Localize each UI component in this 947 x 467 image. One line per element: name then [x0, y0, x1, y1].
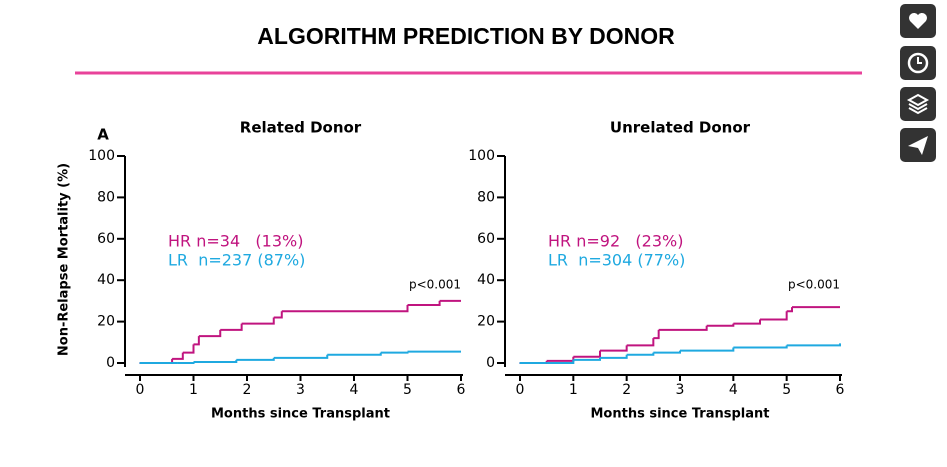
x-tick-label: 4 — [729, 382, 738, 398]
km-step — [193, 359, 238, 363]
x-tick-label: 3 — [296, 382, 305, 398]
km-step — [786, 307, 793, 313]
x-tick-label: 1 — [189, 382, 198, 398]
km-step — [760, 311, 788, 321]
x-tick-label: 5 — [782, 382, 791, 398]
km-step — [281, 305, 409, 313]
slide-title: ALGORITHM PREDICTION BY DONOR — [257, 23, 675, 49]
y-tick-label: 60 — [477, 231, 495, 247]
panel-label: A — [97, 126, 109, 144]
x-tick-label: 5 — [403, 382, 412, 398]
km-step — [658, 325, 708, 331]
km-step — [193, 336, 200, 346]
x-tick-label: 2 — [622, 382, 631, 398]
y-tick-label: 60 — [97, 231, 115, 247]
km-step — [177, 361, 195, 364]
km-step — [273, 354, 329, 359]
km-step — [327, 352, 382, 356]
km-step — [236, 357, 275, 361]
x-tick-label: 6 — [836, 382, 845, 398]
km-step — [220, 323, 243, 331]
x-tick-label: 2 — [243, 382, 252, 398]
km-step — [653, 329, 660, 340]
legend-entry: LR n=237 (87%) — [168, 251, 305, 270]
km-step — [786, 343, 841, 347]
y-tick-label: 0 — [486, 355, 495, 371]
share-button[interactable] — [900, 128, 936, 162]
x-tick-label: 6 — [457, 382, 466, 398]
layers-button[interactable] — [900, 87, 936, 121]
y-tick-label: 40 — [97, 272, 115, 288]
p-value: p<0.001 — [409, 278, 461, 292]
km-step — [680, 347, 735, 352]
y-tick-label: 80 — [97, 189, 115, 205]
km-step — [600, 345, 628, 352]
km-step — [198, 329, 222, 338]
chart: ALGORITHM PREDICTION BY DONOR A Related … — [57, 23, 862, 422]
like-button[interactable] — [900, 4, 936, 38]
x-tick-label: 0 — [136, 382, 145, 398]
km-step — [733, 319, 761, 325]
p-value: p<0.001 — [788, 278, 840, 292]
km-step — [733, 345, 788, 349]
watch-later-button[interactable] — [900, 46, 936, 80]
km-step — [546, 356, 575, 362]
legend-entry: HR n=34 (13%) — [168, 232, 303, 251]
x-axis-label: Months since Transplant — [211, 407, 390, 422]
km-step — [573, 350, 601, 358]
km-step — [407, 300, 441, 307]
km-step — [573, 357, 601, 361]
legend-entry: LR n=304 (77%) — [548, 251, 685, 270]
km-step — [546, 359, 575, 364]
chart-title: Unrelated Donor — [610, 119, 751, 137]
y-axis-label: Non-Relapse Mortality (%) — [57, 163, 72, 356]
km-step — [182, 344, 195, 354]
y-tick-label: 100 — [468, 148, 495, 164]
x-tick-label: 3 — [676, 382, 685, 398]
y-tick-label: 20 — [477, 314, 495, 330]
chart-title: Related Donor — [240, 119, 362, 137]
y-tick-label: 80 — [477, 189, 495, 205]
km-step — [241, 317, 275, 325]
legend-entry: HR n=92 (23%) — [548, 232, 683, 251]
km-step — [380, 351, 409, 354]
y-tick-label: 100 — [88, 148, 115, 164]
x-tick-label: 1 — [569, 382, 578, 398]
x-tick-label: 4 — [350, 382, 359, 398]
km-step — [600, 354, 628, 359]
km-step — [653, 350, 681, 354]
y-tick-label: 20 — [97, 314, 115, 330]
x-tick-label: 0 — [516, 382, 525, 398]
y-tick-label: 40 — [477, 272, 495, 288]
km-step — [273, 311, 283, 319]
y-tick-label: 0 — [106, 355, 115, 371]
km-step — [172, 352, 184, 360]
x-axis-label: Months since Transplant — [591, 407, 770, 422]
km-step — [626, 352, 655, 356]
km-step — [706, 323, 735, 327]
km-step — [626, 338, 655, 347]
